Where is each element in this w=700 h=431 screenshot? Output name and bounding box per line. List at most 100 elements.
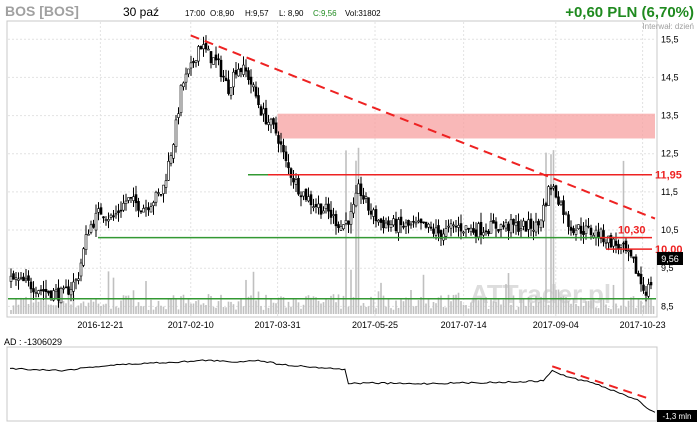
x-tick-label: 2017-05-25 [352, 320, 398, 330]
volume-bar [235, 309, 237, 314]
candle-body [87, 233, 90, 236]
volume-bar [207, 294, 210, 314]
volume-bar [365, 306, 367, 314]
volume-bar [320, 303, 322, 314]
volume-bar [500, 304, 502, 314]
candle-body [279, 141, 283, 145]
candle-body [614, 240, 618, 246]
volume-bar [397, 307, 400, 314]
volume-bar [600, 299, 602, 314]
volume-bar [180, 296, 182, 314]
volume-bar [575, 303, 577, 314]
volume-bar [92, 301, 95, 314]
volume-bar [210, 296, 212, 314]
candle-body [452, 224, 455, 227]
volume-bar [627, 300, 630, 314]
candle-body [184, 73, 188, 83]
volume-bar [300, 308, 302, 314]
candle-body [584, 225, 588, 234]
candle-body [52, 290, 55, 301]
volume-bar [32, 302, 35, 314]
last-price-label: 9,56 [661, 254, 679, 264]
y-tick-label: 11,5 [661, 187, 678, 197]
volume-bar [55, 305, 57, 314]
candle-body [147, 207, 150, 211]
volume-bar [345, 150, 347, 314]
candle-body [244, 67, 248, 72]
volume-bar [232, 304, 235, 314]
candle-body [314, 204, 318, 207]
candle-body [522, 220, 525, 227]
candle-body [369, 210, 373, 215]
candle-body [249, 76, 253, 85]
volume-bar [337, 294, 340, 314]
volume-bar [152, 309, 155, 314]
candle-body [277, 135, 280, 144]
volume-bar [455, 294, 457, 314]
candle-body [464, 225, 468, 230]
volume-bar [452, 294, 455, 314]
candle-body [362, 195, 365, 200]
volume-bar [330, 295, 332, 314]
volume-bar [372, 299, 375, 314]
candle-body [309, 194, 313, 206]
volume-bar [245, 279, 247, 314]
candle-body [434, 227, 438, 236]
ad-title: AD : -1306029 [4, 337, 62, 347]
candle-body [187, 68, 190, 75]
quote-high: H:9,57 [245, 9, 269, 18]
volume-bar [187, 298, 190, 314]
candle-body [154, 191, 158, 203]
candle-body [89, 224, 93, 233]
volume-bar [392, 309, 395, 314]
candle-body [477, 223, 480, 238]
volume-bar [472, 298, 475, 314]
x-tick-label: 2017-10-23 [620, 320, 666, 330]
x-tick-label: 2017-03-31 [255, 320, 301, 330]
volume-bar [175, 298, 177, 314]
candle-body [642, 284, 645, 291]
candle-body [259, 106, 263, 116]
resistance-zone [277, 113, 655, 139]
candle-body [514, 222, 518, 227]
candle-body [627, 250, 630, 253]
ad-panel-frame [6, 346, 658, 422]
candle-body [227, 79, 230, 94]
candle-body [412, 220, 415, 223]
volume-bar [227, 301, 230, 314]
candle-body [384, 222, 388, 229]
interval-label: Interwał: dzień [642, 22, 694, 31]
candle-body [64, 286, 68, 289]
candle-body [437, 225, 440, 234]
candle-body [322, 210, 325, 214]
volume-bar [427, 299, 430, 314]
volume-bar [547, 304, 550, 314]
candle-body [162, 184, 165, 194]
candle-body [102, 216, 105, 219]
candle-body [647, 283, 650, 297]
volume-bar [457, 292, 460, 314]
candle-body [527, 219, 530, 230]
volume-bar [342, 295, 345, 314]
volume-bar [402, 301, 405, 314]
volume-bar [645, 300, 647, 314]
volume-bar [155, 306, 157, 314]
y-tick-label: 14,5 [661, 72, 679, 82]
volume-bar [535, 296, 537, 314]
candle-body [467, 227, 470, 230]
candle-body [79, 262, 83, 277]
volume-bar [572, 297, 575, 314]
candle-body [182, 82, 185, 87]
volume-bar [172, 295, 175, 314]
candle-body [319, 203, 323, 215]
candle-body [629, 249, 633, 257]
candle-body [159, 194, 163, 196]
volume-bar [285, 307, 287, 314]
candle-body [459, 223, 463, 232]
volume-bar [562, 296, 565, 314]
volume-bar [200, 304, 202, 314]
candle-body [202, 44, 205, 50]
volume-bar [65, 303, 67, 314]
volume-bar [80, 303, 82, 314]
volume-bar [265, 294, 267, 314]
